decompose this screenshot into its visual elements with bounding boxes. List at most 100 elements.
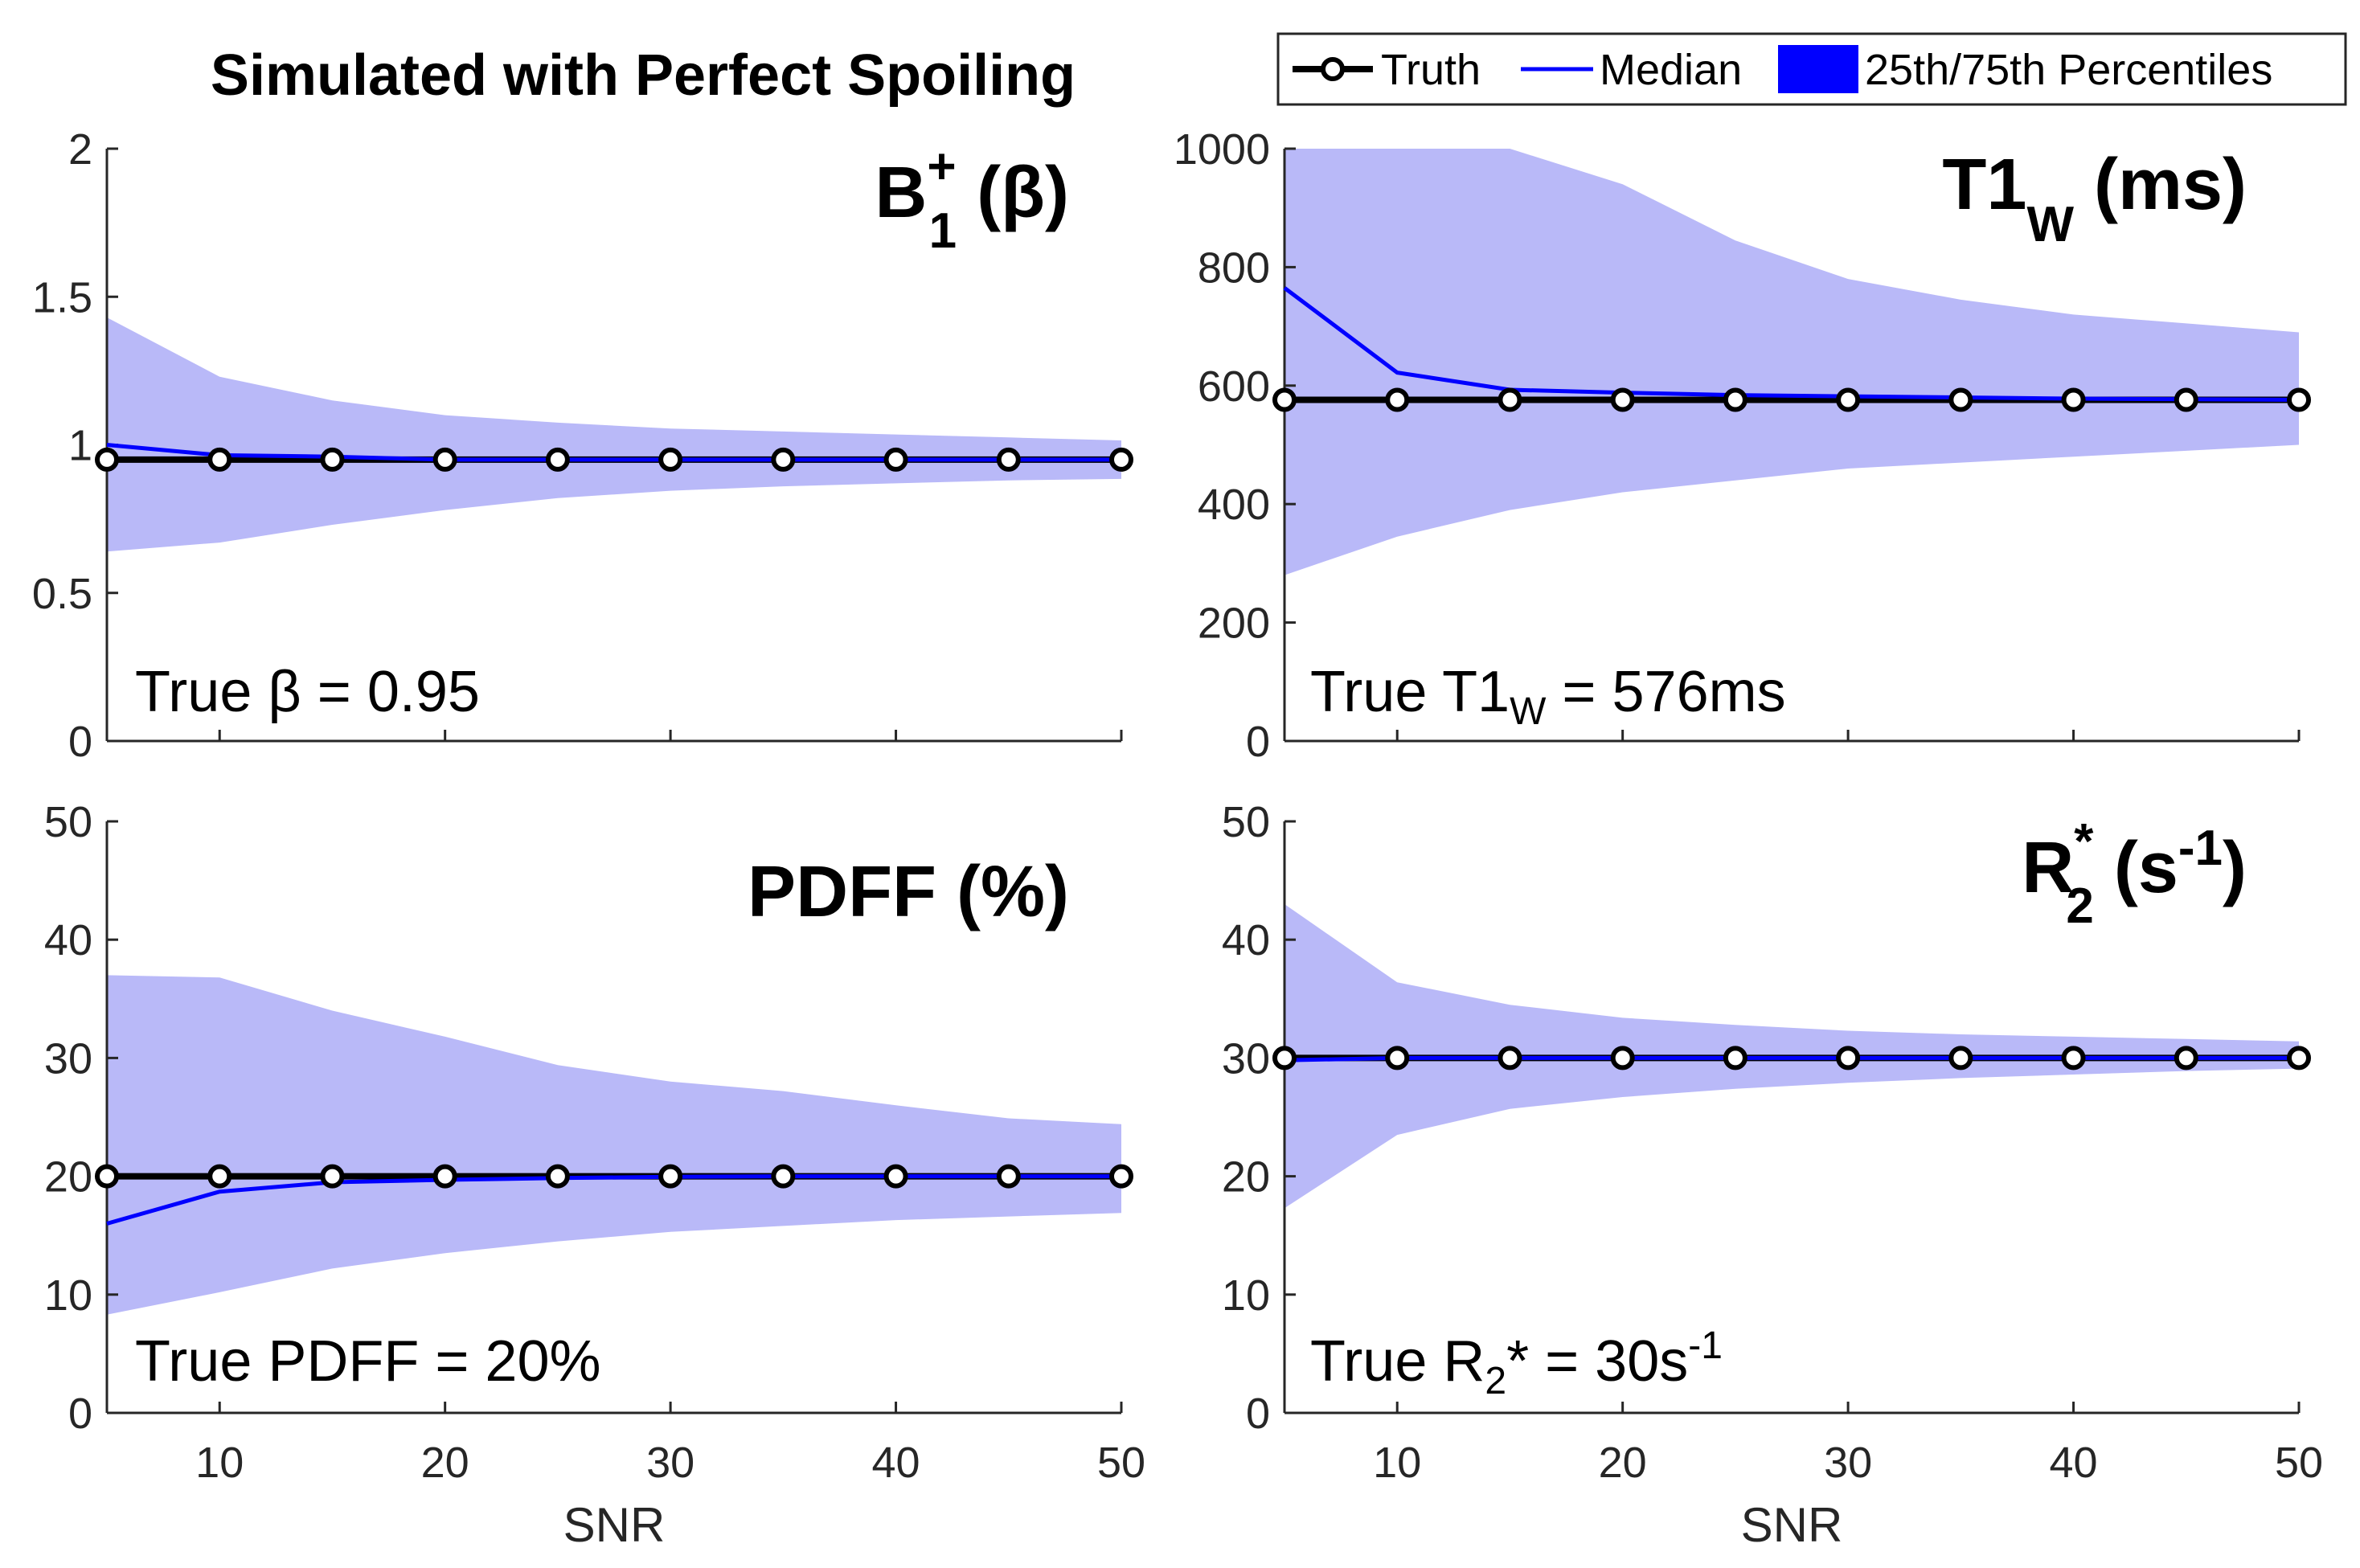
b1-truth-marker [432, 447, 457, 472]
r2-title-sub: 2 [2066, 878, 2093, 934]
t1-y-tick-label: 400 [1198, 481, 1270, 529]
b1-y-tick-label: 2 [68, 125, 92, 174]
t1-truth-marker [2061, 387, 2086, 412]
t1-y-tick-label: 200 [1198, 600, 1270, 648]
b1-title-sup: + [927, 139, 956, 194]
b1-truth-marker [658, 447, 683, 472]
t1-annotation-sub: W [1510, 690, 1547, 733]
r2-y-tick-label: 0 [1246, 1390, 1270, 1438]
r2-truth-marker [2174, 1046, 2198, 1071]
r2-annotation-post: * = 30s [1506, 1329, 1688, 1394]
pdff-truth-marker [95, 1164, 119, 1189]
pdff-truth-marker [996, 1164, 1021, 1189]
b1-true-value-annotation: True β = 0.95 [135, 660, 480, 724]
b1-truth-marker [771, 447, 796, 472]
b1-y-tick-label: 1 [68, 422, 92, 470]
pdff-median-line [106, 1174, 1121, 1226]
pdff-percentile-band [107, 975, 1121, 1315]
t1-truth-marker [1610, 387, 1635, 412]
legend: Truth Median 25th/75th Percentiles [1276, 32, 2347, 106]
pdff-x-tick-label: 40 [872, 1439, 920, 1487]
t1-median-line [1283, 286, 2300, 402]
b1-truth-marker [320, 447, 345, 472]
r2-y-tick-label: 40 [1222, 916, 1270, 964]
r2-x-tick-label: 20 [1599, 1439, 1647, 1487]
pdff-truth-marker [658, 1164, 683, 1189]
pdff-truth-marker [320, 1164, 345, 1189]
pdff-truth-marker [883, 1164, 908, 1189]
pdff-y-tick-label: 30 [44, 1034, 92, 1083]
legend-percentile-swatch [1778, 45, 1858, 93]
pdff-truth-marker [545, 1164, 570, 1189]
pdff-y-tick-label: 20 [44, 1153, 92, 1202]
r2-truth-marker [1610, 1046, 1635, 1071]
b1-truth-marker [545, 447, 570, 472]
r2-x-tick-label: 30 [1824, 1439, 1872, 1487]
pdff-truth-marker [432, 1164, 457, 1189]
t1-truth-marker [1385, 387, 1410, 412]
r2-title-rest-sup: -1 [2178, 821, 2223, 876]
t1-truth-marker [1836, 387, 1861, 412]
t1-y-tick-label: 800 [1198, 244, 1270, 292]
r2-truth-marker [1272, 1046, 1297, 1071]
t1-title-main: T1 [1942, 145, 2026, 225]
b1-y-tick-label: 1.5 [32, 273, 92, 321]
r2-truth-marker [1836, 1046, 1861, 1071]
r2-title-main: R [2022, 828, 2074, 908]
r2-annotation-sub: 2 [1485, 1360, 1506, 1402]
pdff-x-tick-label: 10 [195, 1439, 244, 1487]
b1-median-line [106, 443, 1121, 462]
legend-truth-marker [1321, 57, 1345, 81]
pdff-truth-marker [1109, 1164, 1133, 1189]
pdff-x-tick-label: 20 [421, 1439, 469, 1487]
r2-title-sup: * [2074, 814, 2094, 870]
pdff-true-value-annotation: True PDFF = 20% [135, 1329, 601, 1394]
b1-annotation-pre: True β = 0.95 [135, 660, 480, 724]
r2-x-tick-label: 40 [2050, 1439, 2098, 1487]
pdff-y-tick-label: 50 [44, 798, 92, 846]
t1-percentile-band [1284, 149, 2299, 575]
b1-truth-marker [996, 447, 1021, 472]
r2-x-tick-label: 50 [2275, 1439, 2323, 1487]
t1-title-rest: (ms) [2074, 145, 2247, 225]
t1-truth-marker [1498, 387, 1522, 412]
b1-title-sub: 1 [929, 203, 957, 259]
t1-truth-marker [2174, 387, 2198, 412]
b1-truth-marker [207, 447, 232, 472]
r2-median-line [1284, 1055, 2299, 1062]
legend-median-label: Median [1600, 46, 1742, 94]
t1-title-sub: W [2026, 197, 2074, 252]
r2-true-value-annotation: True R2* = 30s-1 [1310, 1324, 1723, 1402]
pdff-x-tick-label: 30 [646, 1439, 694, 1487]
pdff-x-tick-label: 50 [1097, 1439, 1145, 1487]
b1-panel-title: B+ 1 (β) [875, 139, 1069, 259]
pdff-truth-marker [207, 1164, 232, 1189]
r2-panel-title: R* 2 (s-1) [2022, 814, 2247, 934]
r2-annotation-pre: True R [1310, 1329, 1485, 1394]
t1-annotation-pre: True T1 [1310, 660, 1510, 724]
pdff-truth-marker [771, 1164, 796, 1189]
r2-annotation-post-sup: -1 [1688, 1324, 1723, 1367]
r2-truth-marker [1385, 1046, 1410, 1071]
t1-annotation-post: = 576ms [1546, 660, 1785, 724]
r2-truth-marker [1498, 1046, 1522, 1071]
t1-true-value-annotation: True T1W = 576ms [1310, 660, 1786, 733]
t1-y-tick-label: 0 [1246, 718, 1270, 766]
b1-y-tick-label: 0 [68, 718, 92, 766]
b1-truth-marker [1109, 447, 1133, 472]
r2-truth-marker [2287, 1046, 2311, 1071]
b1-percentile-band [107, 317, 1121, 552]
b1-truth-marker [883, 447, 908, 472]
r2-title-rest: (s [2094, 828, 2178, 908]
pdff-y-tick-label: 40 [44, 916, 92, 964]
panel-pdff-plot: 0 10 20 30 40 50 10 20 30 40 50 SNR PDFF (%) True PDF… [44, 798, 1145, 1552]
r2-y-tick-label: 10 [1222, 1271, 1270, 1320]
t1-truth-marker [1948, 387, 1973, 412]
pdff-panel-title: PDFF (%) [748, 852, 1069, 932]
b1-truth-marker [95, 447, 119, 472]
t1-truth-marker [2287, 387, 2311, 412]
r2-y-tick-label: 50 [1222, 798, 1270, 846]
